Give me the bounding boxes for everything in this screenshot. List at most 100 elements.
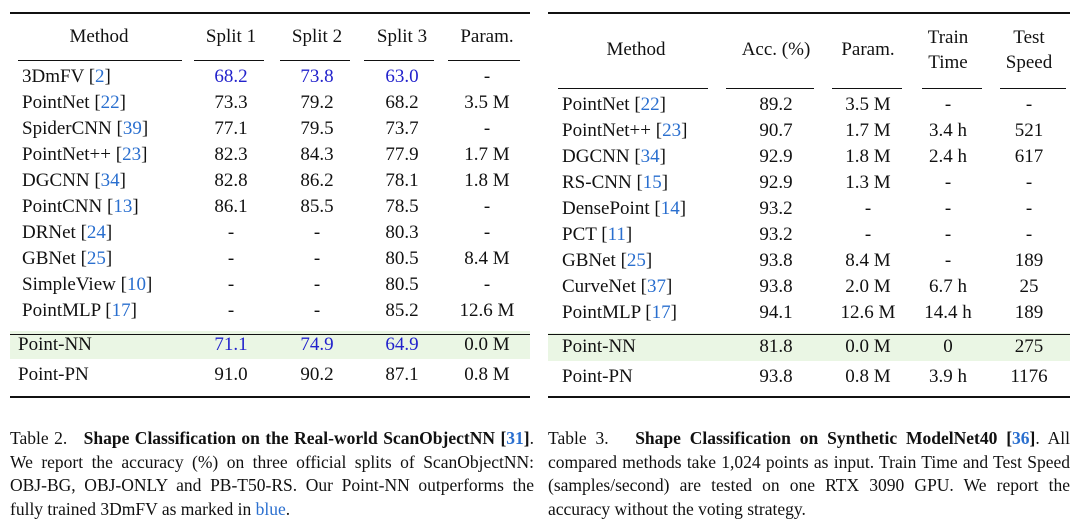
method-name: DensePoint [14] <box>562 198 687 219</box>
citation-link[interactable]: 11 <box>607 224 626 245</box>
caption-ref[interactable]: 31 <box>506 428 524 448</box>
citation-link[interactable]: 2 <box>95 66 105 87</box>
param-value: 8.4 M <box>464 248 510 269</box>
split3-value: 73.7 <box>385 118 419 139</box>
param-value: 1.3 M <box>845 172 891 193</box>
split3-value: 87.1 <box>385 364 419 385</box>
table2-row-point-nn: Point-NN 71.1 74.9 64.9 0.0 M <box>10 331 530 359</box>
citation-link[interactable]: 25 <box>86 248 106 269</box>
citation-link[interactable]: 17 <box>651 302 671 323</box>
split3-value: 68.2 <box>385 92 419 113</box>
citation-link[interactable]: 24 <box>86 222 106 243</box>
citation-link[interactable]: 22 <box>640 94 660 115</box>
train-time-value: 2.4 h <box>929 146 967 167</box>
citation-link[interactable]: 34 <box>100 170 120 191</box>
citation-link[interactable]: 25 <box>626 250 646 271</box>
table2-row: PointNet++ [23] 82.3 84.3 77.9 1.7 M <box>10 142 530 168</box>
citation-link[interactable]: 22 <box>100 92 120 113</box>
table3-bottom-rule <box>548 396 1070 398</box>
table2-row: GBNet [25] - - 80.5 8.4 M <box>10 246 530 272</box>
table3-row: CurveNet [37] 93.8 2.0 M 6.7 h 25 <box>548 274 1070 300</box>
table3-header-train-time: Train Time <box>908 14 988 86</box>
acc-value: 93.2 <box>759 198 793 219</box>
method-name: Point-NN <box>548 333 724 361</box>
speed-label: Speed <box>1005 52 1053 73</box>
table3-row-point-pn: Point-PN 93.8 0.8 M 3.9 h 1176 <box>548 363 1070 391</box>
train-time-value: 0 <box>908 333 988 361</box>
test-label: Test <box>1013 27 1045 48</box>
test-speed-value: - <box>1025 198 1033 219</box>
citation-link[interactable]: 14 <box>660 198 680 219</box>
split2-value: 90.2 <box>300 364 334 385</box>
citation-link[interactable]: 37 <box>646 276 666 297</box>
table2-row: SpiderCNN [39] 77.1 79.5 73.7 - <box>10 116 530 142</box>
split2-value: 73.8 <box>300 66 334 87</box>
split1-value: 77.1 <box>214 118 248 139</box>
param-value: 3.5 M <box>464 92 510 113</box>
table2-bottom-rule <box>10 396 530 398</box>
table3-header-param: Param. <box>841 39 895 60</box>
split3-value: 80.3 <box>385 222 419 243</box>
table2-row: DGCNN [34] 82.8 86.2 78.1 1.8 M <box>10 168 530 194</box>
param-value: - <box>483 274 491 295</box>
method-name: SpiderCNN [39] <box>22 118 149 139</box>
table2-row: PointCNN [13] 86.1 85.5 78.5 - <box>10 194 530 220</box>
split3-value: 78.5 <box>385 196 419 217</box>
param-value: 0.0 M <box>444 331 530 359</box>
table3-header-row: Method Acc. (%) Param. Train Time Test S… <box>548 14 1070 86</box>
citation-link[interactable]: 39 <box>122 118 142 139</box>
method-name: Point-PN <box>18 364 89 385</box>
citation-link[interactable]: 23 <box>122 144 142 165</box>
table3-row: DGCNN [34] 92.9 1.8 M 2.4 h 617 <box>548 144 1070 170</box>
split2-value: 86.2 <box>300 170 334 191</box>
split1-value: - <box>227 248 235 269</box>
split2-value: 79.5 <box>300 118 334 139</box>
table3-caption: Table 3. Shape Classification on Synthet… <box>548 428 1070 519</box>
caption-label: Table 2. <box>10 428 68 448</box>
train-time-value: 3.4 h <box>929 120 967 141</box>
test-speed-value: - <box>1025 172 1033 193</box>
citation-link[interactable]: 34 <box>640 146 660 167</box>
test-speed-value: - <box>1025 224 1033 245</box>
acc-value: 92.9 <box>759 172 793 193</box>
split2-value: - <box>313 222 321 243</box>
citation-link[interactable]: 23 <box>662 120 682 141</box>
param-value: - <box>483 118 491 139</box>
time-label: Time <box>928 52 968 73</box>
split2-value: 85.5 <box>300 196 334 217</box>
param-value: 0.8 M <box>464 364 510 385</box>
train-time-value: 6.7 h <box>929 276 967 297</box>
table2-row: 3DmFV [2] 68.2 73.8 63.0 - <box>10 64 530 90</box>
split1-value: 86.1 <box>214 196 248 217</box>
citation-link[interactable]: 10 <box>126 274 146 295</box>
table2-header-split3: Split 3 <box>376 26 428 47</box>
citation-link[interactable]: 15 <box>642 172 662 193</box>
method-name: PointMLP [17] <box>22 300 137 321</box>
table3-row: PointNet [22] 89.2 3.5 M - - <box>548 92 1070 118</box>
table3-header-underline <box>726 88 814 89</box>
table2-header-row: Method Split 1 Split 2 Split 3 Param. <box>10 14 530 60</box>
table2-header-split2: Split 2 <box>291 26 343 47</box>
acc-value: 81.8 <box>724 333 828 361</box>
split1-value: 91.0 <box>214 364 248 385</box>
param-value: 0.0 M <box>828 333 908 361</box>
caption-ref[interactable]: 36 <box>1012 428 1030 448</box>
param-value: 0.8 M <box>845 366 891 387</box>
method-name: 3DmFV [2] <box>22 66 111 87</box>
table2-header-underline <box>18 60 182 61</box>
test-speed-value: 617 <box>1014 146 1044 167</box>
split1-value: 82.8 <box>214 170 248 191</box>
caption-title: Shape Classification on the Real-world S… <box>83 428 495 448</box>
train-time-value: - <box>944 224 952 245</box>
param-value: 2.0 M <box>845 276 891 297</box>
citation-link[interactable]: 13 <box>113 196 133 217</box>
caption-text: . We report the accuracy (%) on three of… <box>10 428 534 519</box>
citation-link[interactable]: 17 <box>111 300 131 321</box>
train-label: Train <box>927 27 969 48</box>
table3-header-underline <box>832 88 902 89</box>
split2-value: 84.3 <box>300 144 334 165</box>
caption-label: Table 3. <box>548 428 609 448</box>
table3-row-point-nn: Point-NN 81.8 0.0 M 0 275 <box>548 333 1070 361</box>
test-speed-value: 521 <box>1014 120 1044 141</box>
split3-value: 63.0 <box>385 66 419 87</box>
